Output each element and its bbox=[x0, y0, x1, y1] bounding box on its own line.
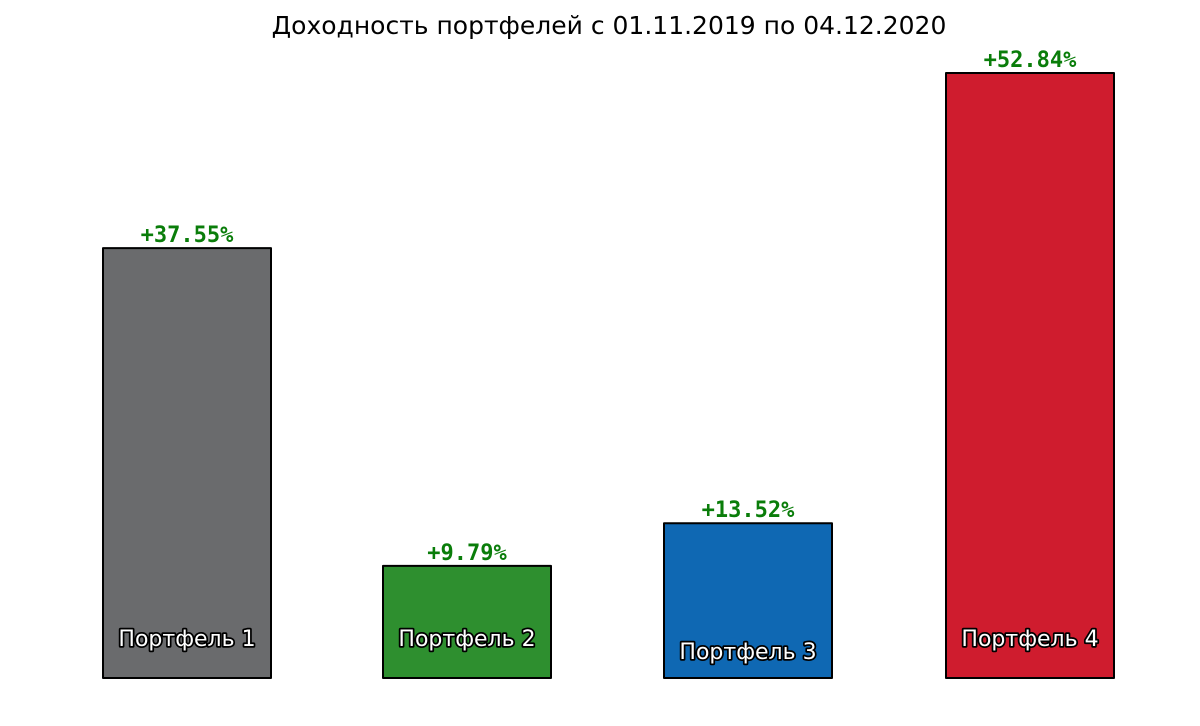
category-label-2: Портфель 2 bbox=[398, 627, 535, 652]
bar-4 bbox=[945, 72, 1115, 679]
value-label-1: +37.55% bbox=[141, 223, 234, 248]
value-label-3: +13.52% bbox=[702, 498, 795, 523]
bar-1 bbox=[102, 247, 272, 680]
value-label-2: +9.79% bbox=[427, 541, 507, 566]
bar-3 bbox=[663, 522, 833, 680]
bar-2 bbox=[382, 564, 552, 679]
category-label-3: Портфель 3 bbox=[679, 640, 816, 665]
category-label-4: Портфель 4 bbox=[961, 627, 1098, 652]
bars-layer: +37.55% Портфель 1 +9.79% Портфель 2 +13.52%… bbox=[102, 48, 1115, 680]
value-label-4: +52.84% bbox=[984, 48, 1077, 73]
category-label-1: Портфель 1 bbox=[118, 627, 255, 652]
chart-title: Доходность портфелей с 01.11.2019 по 04.… bbox=[272, 11, 947, 40]
